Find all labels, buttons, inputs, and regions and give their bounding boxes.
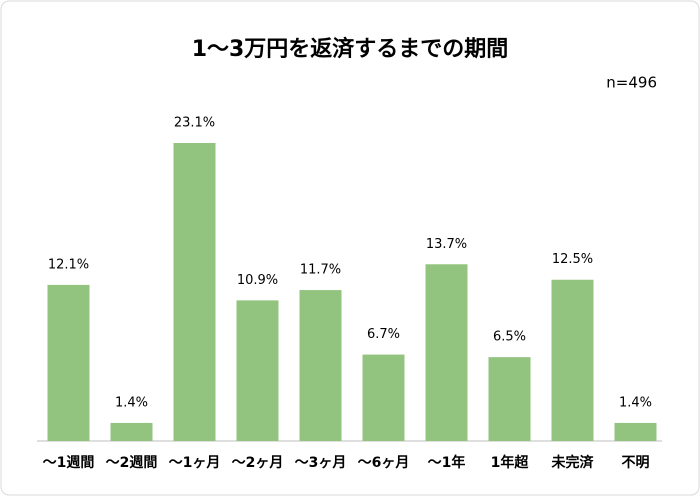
x-tick-label: ～3ヶ月 xyxy=(295,455,347,471)
data-label: 23.1% xyxy=(174,116,215,131)
data-label: 10.9% xyxy=(237,273,278,288)
data-label: 12.5% xyxy=(552,252,593,267)
x-tick-label: ～6ヶ月 xyxy=(358,455,410,471)
x-tick-label: ～2週間 xyxy=(106,455,158,471)
x-tick-label: ～1年 xyxy=(428,454,466,471)
chart-subtitle: n=496 xyxy=(606,74,657,92)
x-tick-label: 不明 xyxy=(622,455,650,471)
bar xyxy=(173,143,216,441)
bar xyxy=(551,279,594,441)
data-label: 6.5% xyxy=(493,330,526,345)
bar xyxy=(488,357,531,441)
x-tick-label: 未完済 xyxy=(552,454,595,471)
bar xyxy=(236,300,279,441)
data-label: 12.1% xyxy=(48,257,89,272)
x-tick-label: 1年超 xyxy=(491,454,530,471)
bar xyxy=(47,284,90,441)
bar xyxy=(299,290,342,441)
x-tick-label: ～1ヶ月 xyxy=(169,455,221,471)
data-label: 6.7% xyxy=(367,327,400,342)
data-label: 1.4% xyxy=(619,395,652,410)
data-label: 11.7% xyxy=(300,263,341,278)
bar xyxy=(425,264,468,441)
bar xyxy=(614,422,657,441)
chart-title: 1～3万円を返済するまでの期間 xyxy=(192,36,509,62)
x-tick-label: ～2ヶ月 xyxy=(232,455,284,471)
bar xyxy=(110,422,153,441)
x-tick-label: ～1週間 xyxy=(43,455,95,471)
data-label: 1.4% xyxy=(115,395,148,410)
bar xyxy=(362,354,405,441)
data-label: 13.7% xyxy=(426,237,467,252)
